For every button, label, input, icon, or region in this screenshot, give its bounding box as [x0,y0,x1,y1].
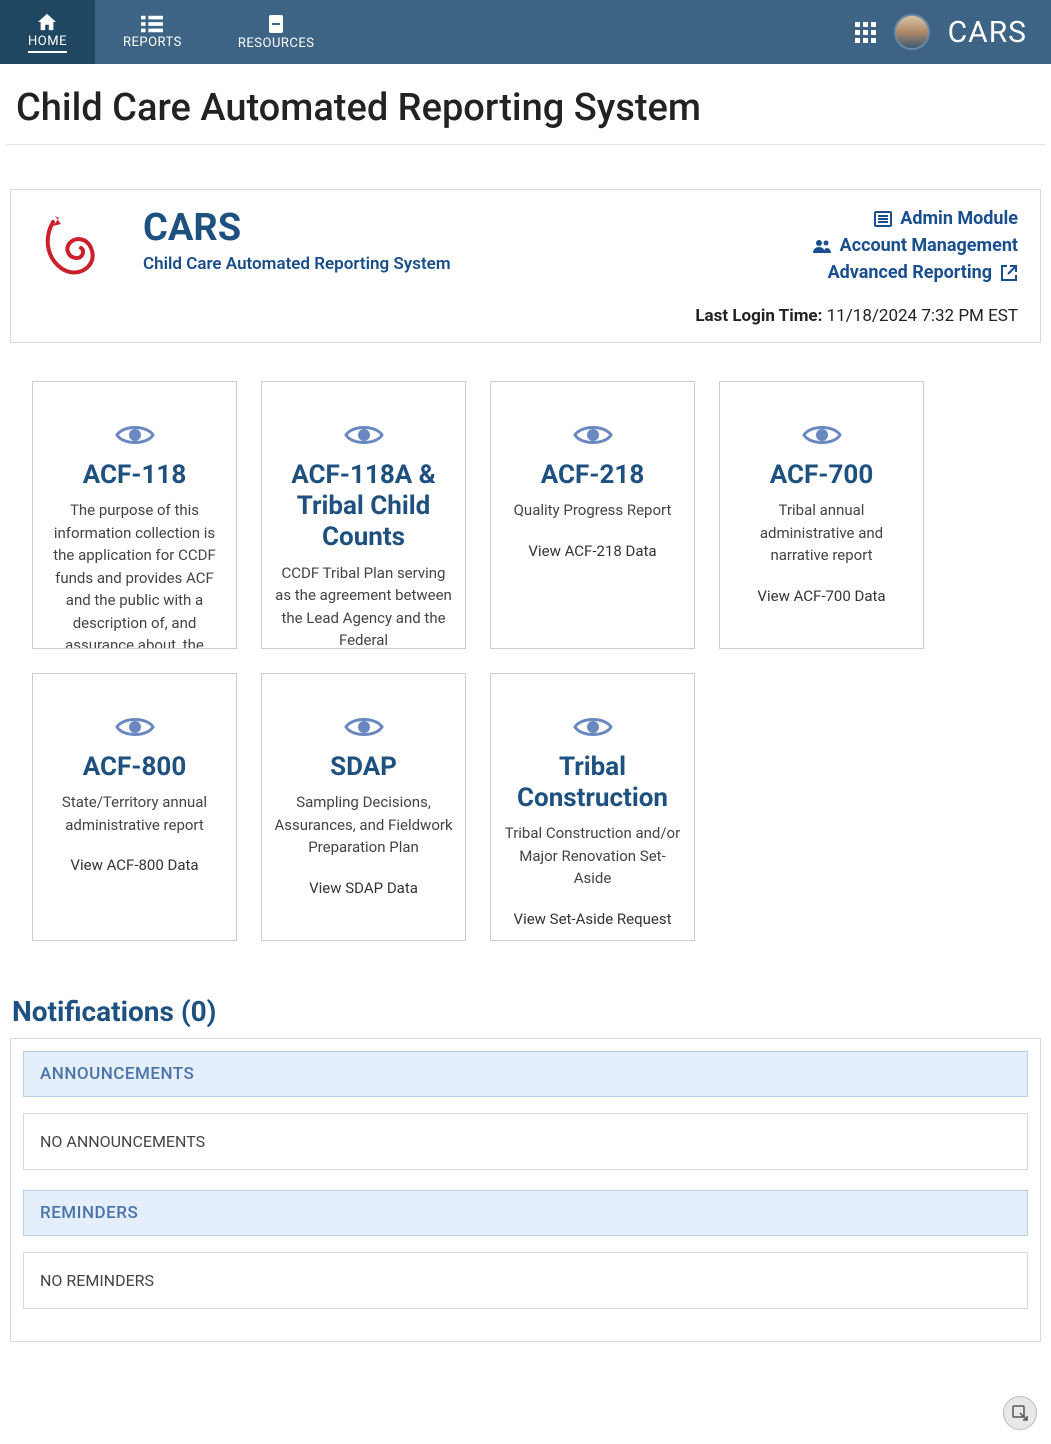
nav-label: REPORTS [123,35,182,50]
link-label: Account Management [840,235,1018,256]
reminders-header: REMINDERS [23,1190,1028,1236]
card-view-link[interactable]: View Set-Aside Request [503,910,682,928]
report-card[interactable]: ACF-800 State/Territory annual administra… [32,673,237,941]
admin-module-link[interactable]: Admin Module [812,208,1018,229]
card-description: Tribal annual administrative and narrati… [732,499,911,567]
card-description: The purpose of this information collecti… [45,499,224,649]
nav-right: CARS [855,0,1051,64]
list-icon [141,15,163,33]
eye-icon [274,714,453,740]
header-titles: CARS Child Care Automated Reporting Syst… [143,208,451,274]
nav-reports[interactable]: REPORTS [95,0,210,64]
nav-label: RESOURCES [238,36,315,51]
apps-grid-icon[interactable] [855,22,876,43]
card-title: SDAP [274,752,453,783]
scroll-helper-button[interactable] [1003,1396,1037,1430]
header-title: CARS [143,208,451,250]
eye-icon [503,422,682,448]
reminders-section: REMINDERS NO REMINDERS [23,1190,1028,1309]
top-navbar: HOME REPORTS RESOURCES CARS [0,0,1051,64]
report-card[interactable]: ACF-118A & Tribal Child CountsCCDF Triba… [261,381,466,649]
link-label: Admin Module [900,208,1018,229]
card-title: ACF-218 [503,460,682,491]
last-login-value: 11/18/2024 7:32 PM EST [827,306,1018,326]
card-description: Quality Progress Report [503,499,682,522]
card-view-link[interactable]: View ACF-800 Data [45,856,224,874]
nav-home[interactable]: HOME [0,0,95,64]
card-view-link[interactable]: View ACF-700 Data [732,587,911,605]
list-box-icon [874,211,892,227]
card-view-link[interactable]: View ACF-218 Data [503,542,682,560]
eye-icon [732,422,911,448]
card-description: State/Territory annual administrative re… [45,791,224,836]
users-icon [812,238,832,254]
card-description: Sampling Decisions, Assurances, and Fiel… [274,791,453,859]
card-description: CCDF Tribal Plan serving as the agreemen… [274,562,453,649]
card-description: Tribal Construction and/or Major Renovat… [503,822,682,890]
announcements-header: ANNOUNCEMENTS [23,1051,1028,1097]
link-label: Advanced Reporting [828,262,992,283]
cars-logo [33,208,113,286]
nav-resources[interactable]: RESOURCES [210,0,343,64]
header-links: Admin Module Account Management Advanced… [812,208,1018,283]
header-subtitle: Child Care Automated Reporting System [143,254,451,274]
card-view-link[interactable]: View SDAP Data [274,879,453,897]
report-card[interactable]: Tribal Construction Tribal Construction a… [490,673,695,941]
card-title: ACF-700 [732,460,911,491]
card-title: Tribal Construction [503,752,682,814]
advanced-reporting-link[interactable]: Advanced Reporting [812,262,1018,283]
notifications-title: Notifications (0) [12,995,1051,1028]
eye-icon [503,714,682,740]
report-card[interactable]: ACF-218 Quality Progress Report View ACF-2… [490,381,695,649]
card-title: ACF-118A & Tribal Child Counts [274,460,453,554]
header-card: CARS Child Care Automated Reporting Syst… [10,189,1041,343]
book-icon [266,14,286,34]
external-link-icon [1000,264,1018,282]
report-card[interactable]: ACF-118 The purpose of this information c… [32,381,237,649]
announcements-section: ANNOUNCEMENTS NO ANNOUNCEMENTS [23,1051,1028,1170]
home-icon [36,12,58,32]
report-card[interactable]: ACF-700 Tribal annual administrative and … [719,381,924,649]
account-management-link[interactable]: Account Management [812,235,1018,256]
reminders-body: NO REMINDERS [23,1252,1028,1309]
announcements-body: NO ANNOUNCEMENTS [23,1113,1028,1170]
eye-icon [274,422,453,448]
eye-icon [45,714,224,740]
report-card[interactable]: SDAP Sampling Decisions, Assurances, and … [261,673,466,941]
card-title: ACF-118 [45,460,224,491]
last-login: Last Login Time: 11/18/2024 7:32 PM EST [33,306,1018,326]
page-title: Child Care Automated Reporting System [6,64,1045,145]
nav-label: HOME [28,34,67,53]
card-title: ACF-800 [45,752,224,783]
eye-icon [45,422,224,448]
notifications-container: ANNOUNCEMENTS NO ANNOUNCEMENTS REMINDERS… [10,1038,1041,1342]
last-login-label: Last Login Time: [695,306,822,326]
brand-text: CARS [948,15,1027,50]
report-cards-grid: ACF-118 The purpose of this information c… [0,343,1051,941]
user-avatar[interactable] [894,14,930,50]
